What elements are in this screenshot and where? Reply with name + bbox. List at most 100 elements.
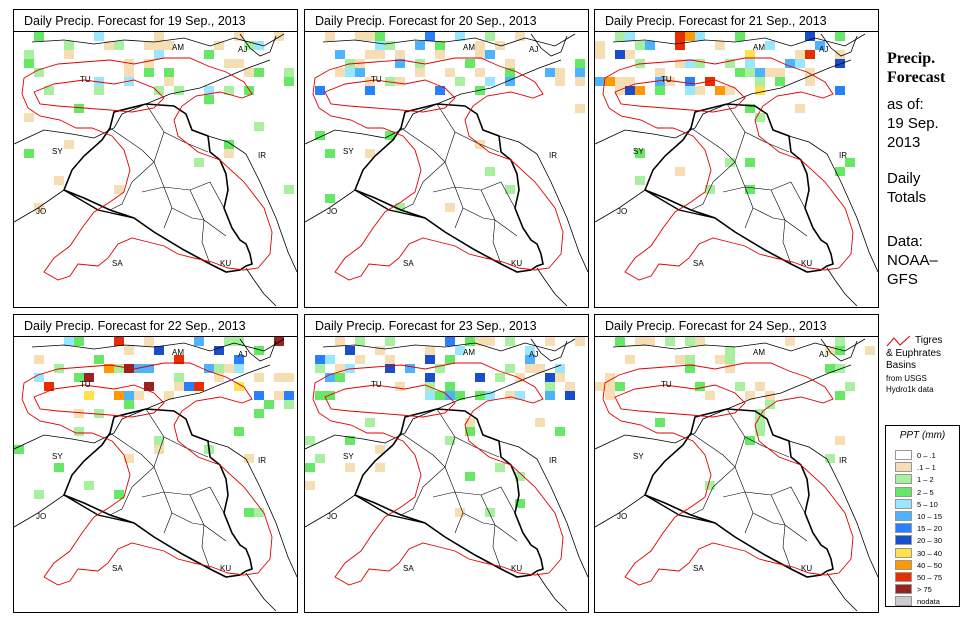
precip-cell [805,68,815,77]
precip-cell [755,113,765,122]
precip-cell [234,337,244,346]
precip-cell [695,59,705,68]
precip-cell [284,391,294,400]
country-border [207,440,297,578]
precip-cell [755,427,765,436]
precip-cell [465,418,475,427]
coastline [536,267,568,307]
precip-cell [575,59,585,68]
precip-cell [114,490,124,499]
map-canvas [14,32,297,307]
country-label-ku: KU [511,564,523,573]
precip-cell [375,463,385,472]
precip-cell [545,382,555,391]
province-border [171,512,205,526]
precip-cell [305,436,315,445]
precip-cell [375,41,385,50]
basin-legend-line3: Basins [886,360,917,371]
precip-cell [505,77,515,86]
country-label-ir: IR [549,456,557,465]
precip-cell [505,59,515,68]
precip-cell [685,59,695,68]
province-border [400,127,446,163]
precip-cell [565,391,575,400]
country-label-jo: JO [327,512,338,521]
precip-cell [315,364,325,373]
legend-label: 5 – 10 [917,499,938,509]
precip-cell [745,158,755,167]
precip-cell [635,149,645,158]
precip-cell [104,41,114,50]
legend-label: .1 – 1 [917,463,936,473]
precip-cell [355,337,365,346]
coastline [239,338,277,362]
precip-cell [224,149,234,158]
precip-cell [825,346,835,355]
precip-cell [705,77,715,86]
precip-cell [234,32,244,41]
precip-cell [174,86,184,95]
precip-cells [305,337,585,517]
precip-cell [455,77,465,86]
precip-cell [365,32,375,41]
precip-cell [485,391,495,400]
country-label-sa: SA [693,259,704,268]
precip-cell [224,337,234,346]
country-label-sy: SY [52,452,63,461]
precip-cell [745,104,755,113]
precip-cell [84,391,94,400]
precip-cell [164,77,174,86]
precip-cell [835,32,845,41]
precip-cells [24,32,294,212]
precip-cell [675,59,685,68]
province-border [734,466,806,514]
precip-cell [244,68,254,77]
precip-cell [355,355,365,364]
basin-boundary [324,384,456,418]
precip-cell [785,59,795,68]
precip-cell [485,32,495,41]
precip-cell [385,337,395,346]
precip-cell [24,113,34,122]
legend-label: 0 – .1 [917,451,936,460]
precip-cell [214,346,224,355]
precip-cell [375,445,385,454]
precip-cell [835,337,845,346]
precip-cell [785,337,795,346]
province-border [109,181,133,211]
province-border [744,491,754,534]
province-border [690,127,736,163]
precip-cell [315,131,325,140]
precip-cell [665,337,675,346]
precip-cell [715,355,725,364]
iraq-border [353,408,544,578]
precip-cell [144,68,154,77]
precip-cell [44,382,54,391]
precip-cell [335,68,345,77]
precip-cell [615,337,625,346]
precip-cell [725,346,735,355]
precip-cell [675,32,685,41]
precip-cell [575,104,585,113]
precip-cell [695,382,705,391]
precip-cell [495,463,505,472]
precip-cell [615,32,625,41]
precip-cell [605,77,615,86]
precip-cell [284,373,294,382]
precip-cell [675,167,685,176]
precip-cell [475,337,485,346]
precip-cell [635,337,645,346]
precip-cell [515,391,525,400]
precip-cell [224,86,234,95]
precip-cells [14,337,294,517]
precip-cell [274,391,284,400]
precip-cell [385,364,395,373]
precip-cell [665,77,675,86]
precip-cell [154,32,164,41]
precip-cell [114,364,124,373]
precip-cell [284,400,294,409]
precip-cell [64,140,74,149]
precip-cell [274,337,284,346]
basin-boundary [324,79,456,113]
country-label-sa: SA [403,564,414,573]
